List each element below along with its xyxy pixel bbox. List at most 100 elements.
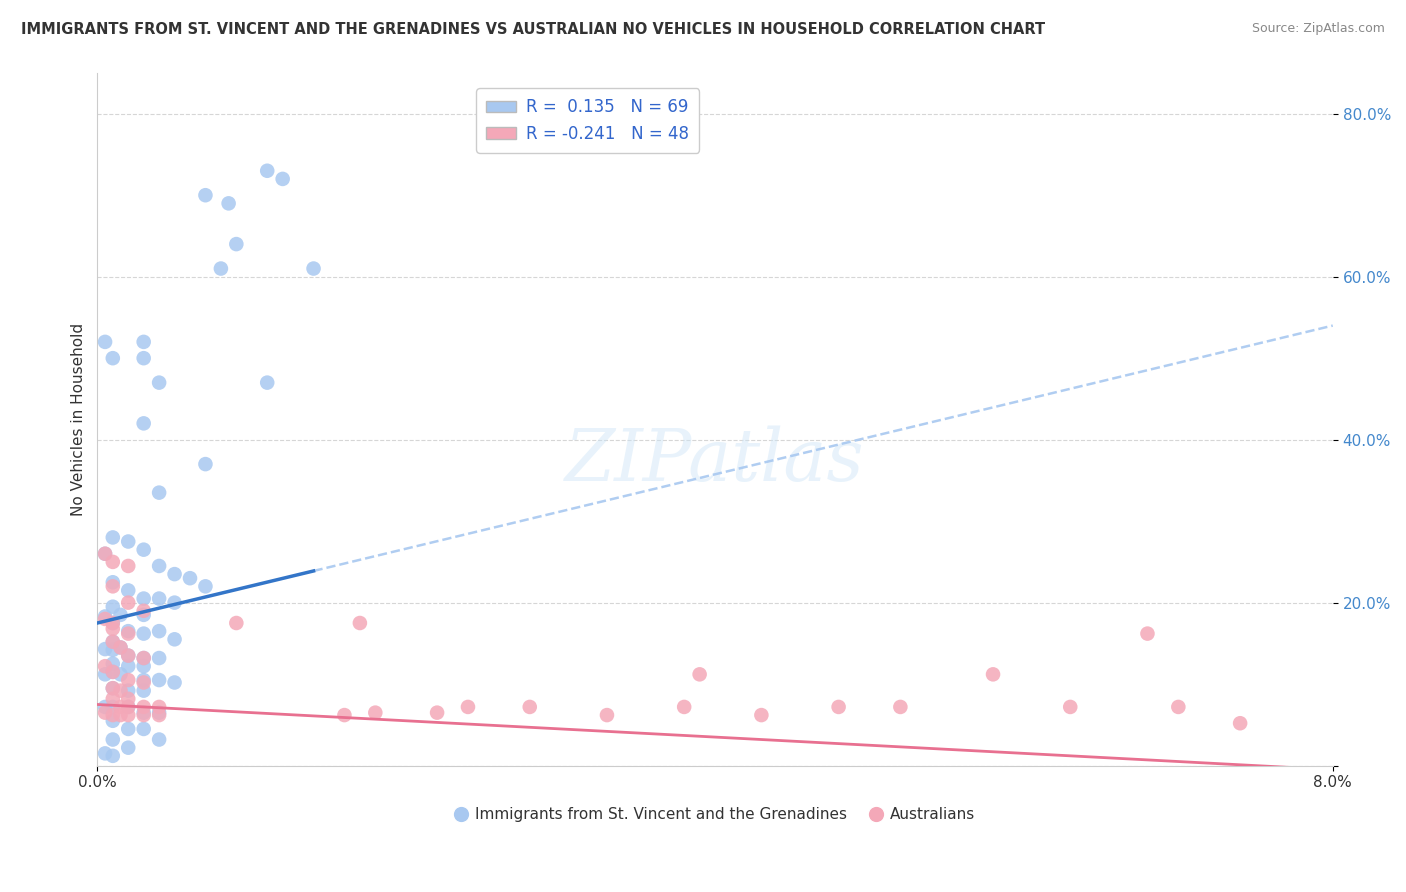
Point [132, 626, 155, 640]
Point [148, 591, 170, 606]
Point [101, 657, 124, 671]
Point [117, 624, 139, 639]
Point [110, 640, 132, 655]
Point [117, 648, 139, 663]
Point [94, 706, 117, 720]
Point [209, 261, 232, 276]
Point [132, 675, 155, 690]
Point [148, 651, 170, 665]
Point [101, 681, 124, 696]
Point [94, 547, 117, 561]
Point [110, 667, 132, 681]
Point [256, 163, 278, 178]
Point [101, 748, 124, 763]
Point [132, 334, 155, 349]
Point [117, 708, 139, 723]
Point [194, 457, 217, 471]
Point [117, 596, 139, 610]
Point [194, 579, 217, 593]
Point [148, 706, 170, 720]
Point [94, 334, 117, 349]
Text: Source: ZipAtlas.com: Source: ZipAtlas.com [1251, 22, 1385, 36]
Point [349, 615, 371, 630]
Point [132, 683, 155, 698]
Point [673, 700, 696, 714]
Point [101, 665, 124, 679]
Point [163, 675, 186, 690]
Point [117, 659, 139, 673]
Point [148, 485, 170, 500]
Point [132, 700, 155, 714]
Point [110, 683, 132, 698]
Y-axis label: No Vehicles in Household: No Vehicles in Household [72, 323, 86, 516]
Point [256, 376, 278, 390]
Point [117, 583, 139, 598]
Point [101, 714, 124, 728]
Point [101, 575, 124, 590]
Point [163, 596, 186, 610]
Point [148, 376, 170, 390]
Point [194, 188, 217, 202]
Point [132, 604, 155, 618]
Point [426, 706, 449, 720]
Point [225, 615, 247, 630]
Point [132, 591, 155, 606]
Point [364, 706, 387, 720]
Point [132, 417, 155, 431]
Point [117, 626, 139, 640]
Point [101, 732, 124, 747]
Point [101, 615, 124, 630]
Point [827, 700, 849, 714]
Point [117, 648, 139, 663]
Point [101, 555, 124, 569]
Point [132, 706, 155, 720]
Point [101, 531, 124, 545]
Point [333, 708, 356, 723]
Point [148, 700, 170, 714]
Point [117, 558, 139, 573]
Point [1167, 700, 1189, 714]
Point [117, 722, 139, 736]
Point [148, 708, 170, 723]
Point [110, 700, 132, 714]
Point [101, 579, 124, 593]
Point [148, 673, 170, 687]
Point [132, 651, 155, 665]
Point [94, 609, 117, 624]
Point [981, 667, 1004, 681]
Point [101, 634, 124, 648]
Point [94, 642, 117, 657]
Point [457, 700, 479, 714]
Legend: Immigrants from St. Vincent and the Grenadines, Australians: Immigrants from St. Vincent and the Gren… [449, 801, 981, 828]
Point [689, 667, 711, 681]
Point [101, 615, 124, 630]
Point [148, 624, 170, 639]
Point [179, 571, 201, 585]
Point [751, 708, 773, 723]
Point [1136, 626, 1159, 640]
Text: ZIPatlas: ZIPatlas [565, 425, 865, 496]
Point [132, 651, 155, 665]
Text: IMMIGRANTS FROM ST. VINCENT AND THE GRENADINES VS AUSTRALIAN NO VEHICLES IN HOUS: IMMIGRANTS FROM ST. VINCENT AND THE GREN… [21, 22, 1045, 37]
Point [110, 708, 132, 723]
Point [110, 607, 132, 622]
Point [218, 196, 240, 211]
Point [148, 732, 170, 747]
Point [519, 700, 541, 714]
Point [117, 691, 139, 706]
Point [94, 667, 117, 681]
Point [163, 567, 186, 582]
Point [101, 708, 124, 723]
Point [117, 534, 139, 549]
Point [163, 632, 186, 647]
Point [101, 665, 124, 679]
Point [132, 708, 155, 723]
Point [94, 547, 117, 561]
Point [94, 659, 117, 673]
Point [101, 622, 124, 636]
Point [271, 172, 294, 186]
Point [101, 599, 124, 614]
Point [94, 700, 117, 714]
Point [117, 700, 139, 714]
Point [889, 700, 911, 714]
